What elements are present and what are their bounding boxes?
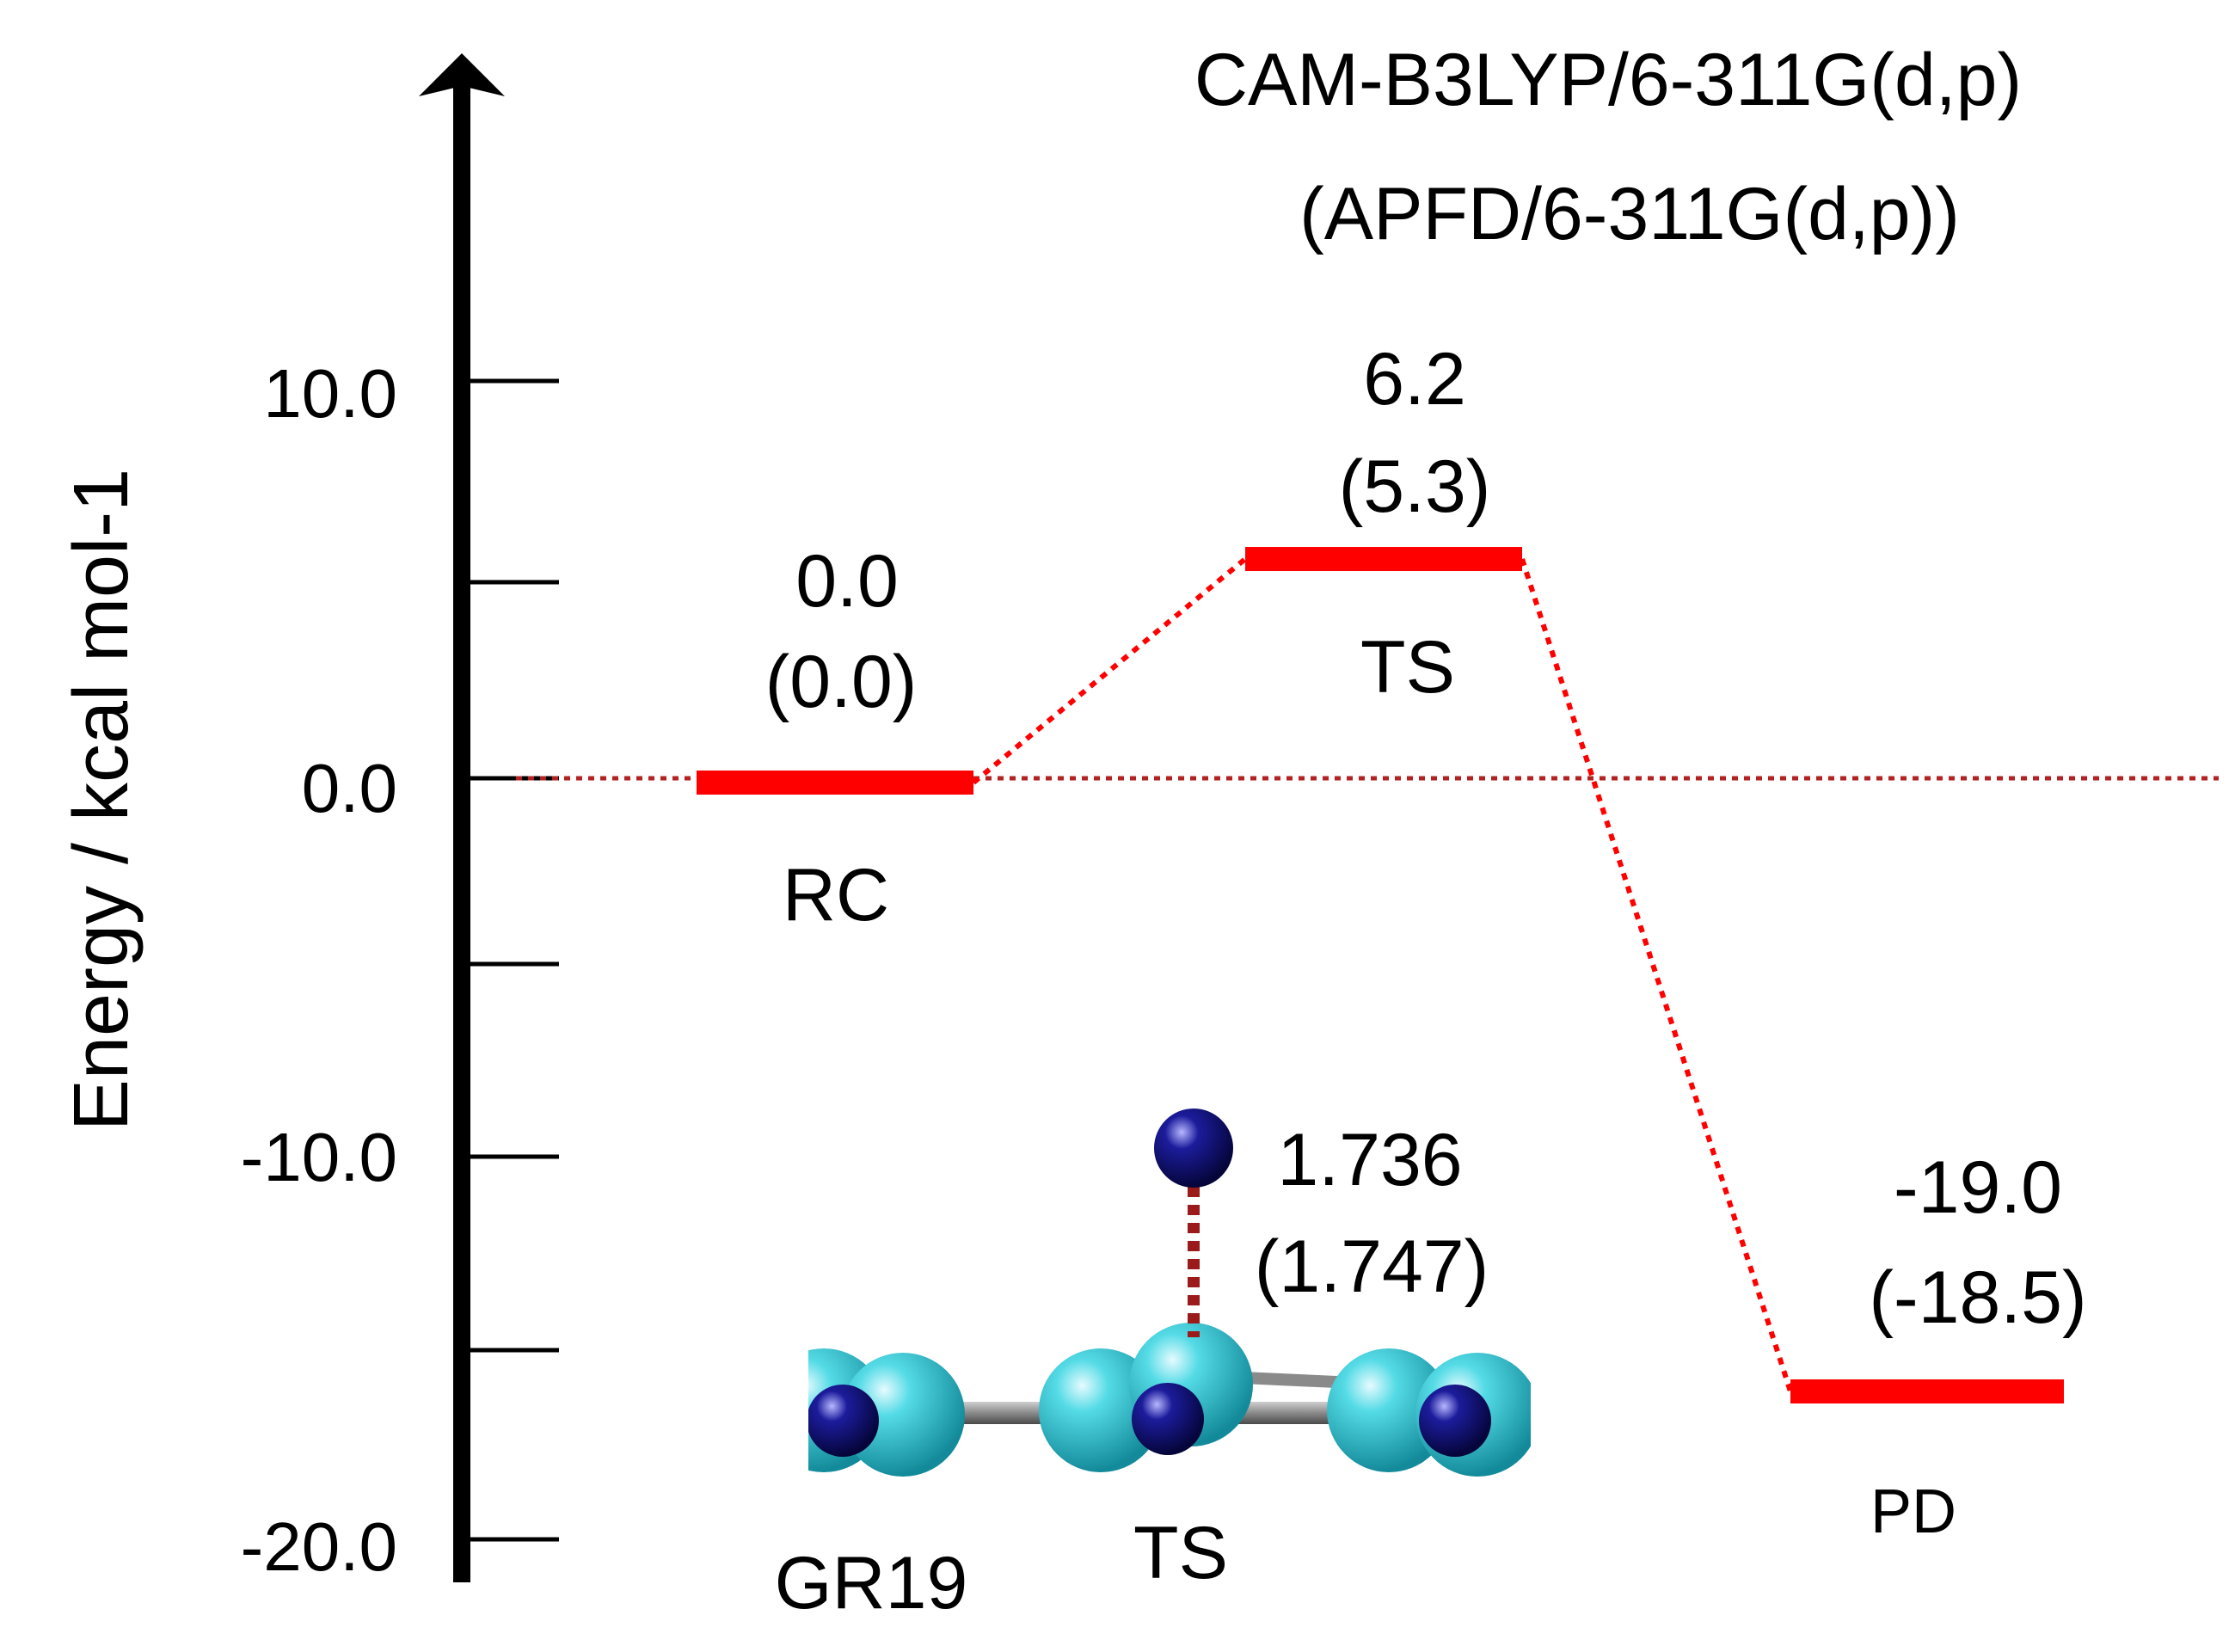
ts-energy-alt: (5.3) bbox=[1339, 445, 1491, 528]
y-tick-label: 0.0 bbox=[302, 750, 397, 826]
pd-label: PD bbox=[1870, 1477, 1956, 1546]
connector-ts-pd bbox=[1520, 558, 1793, 1392]
ts-label: TS bbox=[1360, 626, 1455, 709]
pd-energy-alt: (-18.5) bbox=[1869, 1256, 2086, 1339]
y-axis: 10.0 0.0 -10.0 -20.0 bbox=[241, 53, 559, 1585]
y-tick-label: 10.0 bbox=[263, 355, 397, 432]
bond-distance: 1.736 bbox=[1277, 1119, 1462, 1201]
rc-energy: 0.0 bbox=[795, 540, 899, 623]
sheet-label: GR19 bbox=[775, 1542, 968, 1624]
rc-energy-alt: (0.0) bbox=[765, 641, 918, 723]
y-axis-arrowhead bbox=[419, 53, 505, 96]
structure-ts-label: TS bbox=[1133, 1512, 1228, 1594]
method-subtitle: (APFD/6-311G(d,p)) bbox=[1299, 173, 1960, 255]
dopant-atom bbox=[808, 1385, 879, 1457]
ts-structure: 1.736 (1.747) GR19 TS bbox=[775, 1108, 1531, 1624]
pd-energy: -19.0 bbox=[1894, 1146, 2062, 1229]
ts-energy: 6.2 bbox=[1363, 338, 1466, 421]
method-title: CAM-B3LYP/6-311G(d,p) bbox=[1194, 39, 2022, 121]
dopant-atom bbox=[1132, 1383, 1204, 1455]
y-tick-label: -10.0 bbox=[241, 1119, 397, 1195]
y-axis-label: Energy / kcal mol-1 bbox=[58, 469, 144, 1131]
rc-label: RC bbox=[783, 854, 889, 937]
carbon-atom bbox=[1327, 1348, 1451, 1472]
dopant-atom bbox=[1419, 1385, 1491, 1457]
y-tick-label: -20.0 bbox=[241, 1508, 397, 1585]
connector-rc-ts bbox=[972, 556, 1247, 785]
adsorbate-atom bbox=[1154, 1108, 1233, 1188]
bond-distance-alt: (1.747) bbox=[1255, 1225, 1489, 1308]
carbon-atom bbox=[841, 1353, 965, 1477]
